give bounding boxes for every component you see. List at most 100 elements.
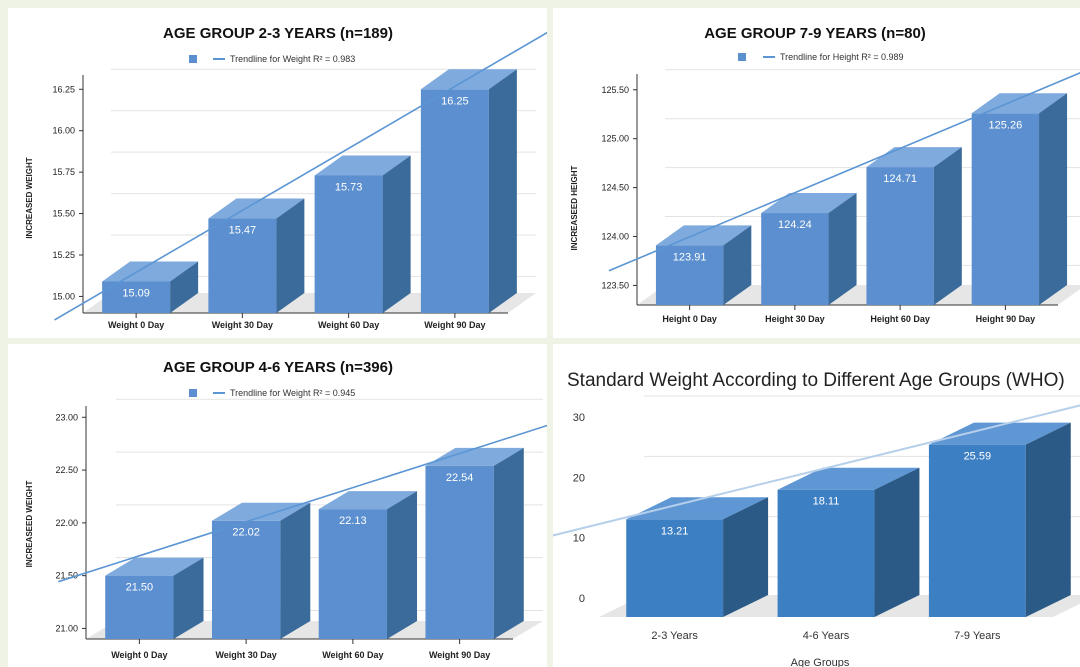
bar [212, 503, 310, 639]
bar-side [383, 155, 411, 313]
y-tick-label: 30 [573, 412, 585, 424]
data-label: 125.26 [989, 119, 1023, 131]
data-label: 21.50 [126, 582, 154, 594]
x-tick-label: Weight 0 Day [108, 320, 164, 330]
y-tick-label: 0 [579, 593, 585, 605]
chart-panel-age-4-6: AGE GROUP 4-6 YEARS (n=396) Trendline fo… [8, 344, 547, 667]
chart-who-standard: Standard Weight According to Different A… [553, 344, 1080, 667]
bar-side [489, 69, 517, 313]
y-tick-label: 16.00 [52, 126, 75, 136]
y-tick-label: 125.00 [601, 134, 629, 144]
data-label: 22.54 [446, 472, 474, 484]
bar [761, 193, 856, 305]
legend-swatch [189, 55, 197, 63]
data-label: 123.91 [673, 251, 707, 263]
bar [105, 558, 203, 639]
data-label: 18.11 [813, 496, 840, 508]
y-tick-label: 21.00 [55, 623, 78, 633]
y-tick-label: 124.00 [601, 232, 629, 242]
legend-label: Trendline for Height R² = 0.989 [780, 52, 903, 62]
x-tick-label: Weight 90 Day [429, 650, 490, 660]
bars: 13.21 18.11 25.59 [626, 423, 1071, 617]
x-tick-label: Height 0 Day [662, 314, 717, 324]
y-tick-label: 123.50 [601, 280, 629, 290]
y-tick-label: 20 [573, 472, 585, 484]
bar [778, 468, 920, 617]
legend-swatch [189, 389, 197, 397]
y-axis-label: INCREASED WEIGHT [25, 157, 34, 238]
bar-side [1039, 93, 1067, 305]
bar-side [387, 491, 417, 639]
data-label: 15.09 [122, 288, 150, 300]
bar-side [934, 147, 962, 305]
legend-swatch [738, 53, 746, 61]
data-label: 22.13 [339, 515, 367, 527]
x-tick-label: 7-9 Years [954, 630, 1001, 642]
data-label: 15.73 [335, 181, 363, 193]
bar [929, 423, 1071, 617]
y-tick-label: 23.00 [55, 412, 78, 422]
x-tick-label: Weight 30 Day [212, 320, 273, 330]
data-label: 16.25 [441, 95, 469, 107]
legend-label: Trendline for Weight R² = 0.983 [230, 54, 355, 64]
bar [319, 491, 417, 639]
y-tick-label: 125.50 [601, 85, 629, 95]
bar-side [494, 448, 524, 639]
bar [656, 225, 751, 305]
x-tick-label: Weight 0 Day [111, 650, 167, 660]
x-tick-label: Height 60 Day [870, 314, 930, 324]
y-axis-label: INCREASEED WEIGHT [25, 481, 34, 568]
chart-title: AGE GROUP 2-3 YEARS (n=189) [163, 25, 393, 42]
bar-front [319, 509, 387, 639]
y-tick-label: 15.75 [52, 167, 75, 177]
chart-age-4-6: AGE GROUP 4-6 YEARS (n=396) Trendline fo… [8, 344, 547, 667]
bar [421, 69, 517, 313]
chart-title: AGE GROUP 4-6 YEARS (n=396) [163, 359, 393, 376]
chart-title: AGE GROUP 7-9 YEARS (n=80) [704, 25, 926, 42]
x-axis-label: Age Groups [791, 657, 850, 667]
bars: 123.91 124.24 124.71 125.26 [656, 93, 1067, 305]
bar-side [276, 199, 304, 313]
y-tick-label: 15.00 [52, 291, 75, 301]
bar-front [315, 175, 383, 313]
x-tick-label: 2-3 Years [651, 630, 698, 642]
bar-front [972, 113, 1039, 305]
bar-front [421, 89, 489, 313]
x-tick-label: Weight 30 Day [215, 650, 276, 660]
bar-front [425, 466, 493, 639]
data-label: 15.47 [229, 225, 257, 237]
y-axis-label: INCREASEED HEIGHT [570, 165, 579, 250]
y-tick-label: 15.25 [52, 250, 75, 260]
bar [626, 497, 768, 617]
chart-title: Standard Weight According to Different A… [567, 370, 1065, 391]
y-tick-label: 15.50 [52, 209, 75, 219]
x-tick-label: Weight 60 Day [318, 320, 379, 330]
bar-side [280, 503, 310, 639]
data-label: 22.02 [232, 527, 260, 539]
bar [425, 448, 523, 639]
chart-age-7-9: AGE GROUP 7-9 YEARS (n=80) Trendline for… [553, 8, 1080, 338]
y-tick-label: 10 [573, 533, 585, 545]
bar-front [778, 490, 875, 617]
chart-panel-who-standard: Standard Weight According to Different A… [553, 344, 1080, 667]
y-tick-label: 22.00 [55, 518, 78, 528]
data-label: 124.24 [778, 219, 812, 231]
x-tick-label: 4-6 Years [803, 630, 850, 642]
data-label: 13.21 [661, 525, 689, 537]
y-tick-label: 124.50 [601, 183, 629, 193]
bar-side [1026, 423, 1071, 617]
chart-panel-age-7-9: AGE GROUP 7-9 YEARS (n=80) Trendline for… [553, 8, 1080, 338]
x-tick-label: Weight 60 Day [322, 650, 383, 660]
x-tick-label: Height 30 Day [765, 314, 825, 324]
bar [208, 199, 304, 313]
data-label: 124.71 [883, 173, 917, 185]
chart-panel-age-2-3: AGE GROUP 2-3 YEARS (n=189) Trendline fo… [8, 8, 547, 338]
x-tick-label: Weight 90 Day [424, 320, 485, 330]
bar-side [874, 468, 919, 617]
bar-front [929, 445, 1026, 617]
x-tick-label: Height 90 Day [976, 314, 1036, 324]
bar [866, 147, 961, 305]
data-label: 25.59 [964, 451, 992, 463]
bar-front [866, 167, 933, 305]
bar [315, 155, 411, 313]
